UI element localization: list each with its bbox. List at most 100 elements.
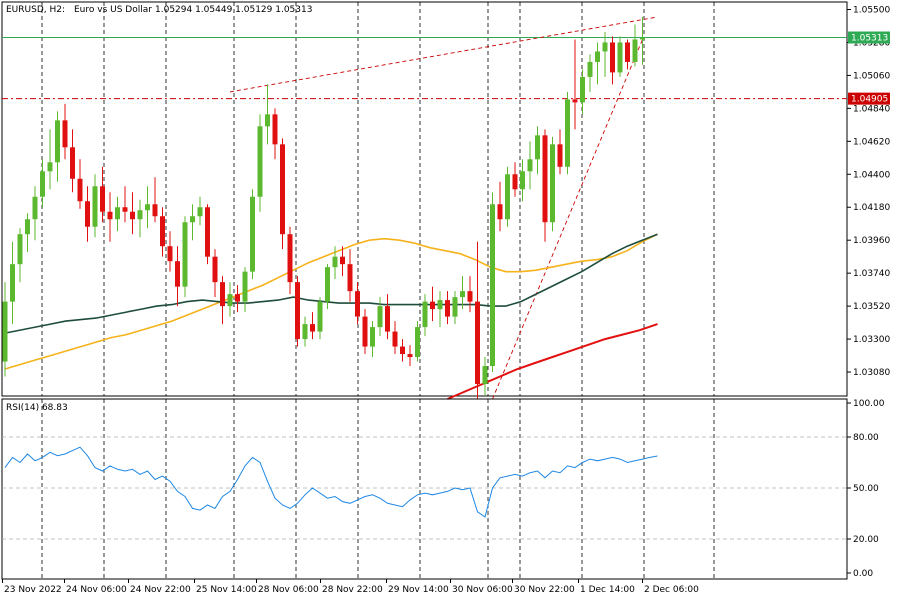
rsi-axis: 100.00 80.00 50.00 20.00 0.00 [2, 399, 885, 579]
price-panel-frame [1, 1, 848, 397]
candle-body [572, 99, 578, 103]
candle-body [437, 300, 443, 310]
candle-body [17, 234, 23, 265]
price-tick-label: 1.05500 [853, 5, 890, 15]
moving-average-line [4, 233, 658, 370]
candle-body [355, 291, 360, 317]
candlestick-series [2, 16, 645, 399]
candle-body [527, 159, 533, 172]
price-tags: 1.05313 1.04905 [848, 31, 890, 105]
candle-body [235, 294, 240, 302]
candle-body [407, 354, 413, 358]
candle-body [415, 327, 420, 358]
rsi-panel-frame [1, 398, 848, 580]
symbol-title: EURUSD, H2: [6, 5, 65, 15]
price-tick-label: 1.03520 [853, 302, 890, 312]
candle-body [2, 301, 8, 362]
candle-body [587, 61, 593, 77]
candle-body [550, 144, 555, 223]
candle-body [122, 207, 128, 212]
candle-body [392, 331, 398, 347]
candle-body [377, 306, 383, 328]
rsi-tick-label: 100.00 [853, 399, 885, 409]
price-tag-label: 1.04905 [851, 95, 888, 105]
price-tag [848, 31, 890, 44]
time-axis: 23 Nov 2022 24 Nov 06:00 24 Nov 22:00 25 No… [2, 579, 699, 595]
candle-body [542, 135, 548, 223]
candle-body [347, 264, 353, 292]
candle-body [160, 216, 165, 247]
candle-body [115, 207, 120, 220]
ohlc-values: 1.05294 1.05449 1.05129 1.05313 [155, 5, 312, 15]
candle-body [295, 282, 300, 340]
candle-body [632, 39, 638, 62]
candle-body [220, 282, 225, 307]
candle-body [100, 186, 105, 212]
candle-body [92, 186, 98, 227]
trendline[interactable] [492, 39, 643, 400]
candle-body [535, 135, 540, 160]
candle-body [370, 327, 375, 347]
candle-body [400, 346, 405, 355]
candle-body [302, 324, 308, 340]
candle-body [257, 126, 263, 197]
candle-body [580, 76, 585, 103]
price-tick-label: 1.03740 [853, 269, 890, 279]
candle-body [602, 42, 608, 52]
candle-body [47, 162, 53, 172]
rsi-title: RSI(14) 68.83 [6, 403, 68, 413]
time-label: 25 Nov 14:00 [196, 585, 257, 595]
candle-body [197, 207, 203, 217]
candle-body [490, 204, 495, 367]
candle-body [10, 264, 15, 302]
trendlines[interactable] [229, 16, 658, 400]
candle-body [452, 297, 458, 317]
candle-body [182, 222, 188, 287]
price-levels [2, 37, 847, 100]
candle-body [362, 316, 368, 347]
time-label: 23 Nov 2022 [4, 585, 62, 595]
price-tick-label: 1.04840 [853, 104, 890, 114]
price-tick-label: 1.03960 [853, 236, 890, 246]
moving-average-line [4, 233, 658, 334]
candle-body [385, 306, 390, 332]
candle-body [25, 219, 30, 235]
price-tick-label: 1.05060 [853, 71, 890, 81]
candle-body [167, 246, 173, 262]
candle-body [152, 204, 158, 217]
time-label: 1 Dec 14:00 [580, 585, 635, 595]
candle-body [287, 234, 293, 283]
candle-body [482, 366, 488, 385]
candle-body [460, 291, 465, 298]
candle-body [430, 301, 435, 310]
candle-body [227, 294, 233, 307]
vertical-gridlines [41, 2, 715, 579]
candle-body [505, 174, 510, 220]
candle-body [130, 211, 135, 220]
candle-body [640, 37, 645, 40]
candle-body [137, 210, 143, 220]
candle-body [205, 207, 210, 257]
time-label: 29 Nov 14:00 [388, 585, 449, 595]
symbol-description: Euro vs US Dollar [74, 5, 152, 15]
rsi-tick-label: 0.00 [853, 569, 873, 579]
price-tick-label: 1.04400 [853, 170, 890, 180]
candle-body [62, 120, 68, 148]
candle-body [565, 99, 570, 167]
candle-body [617, 42, 623, 73]
price-tag [848, 92, 890, 105]
candle-body [107, 211, 113, 220]
trendline[interactable] [229, 16, 658, 93]
price-tag-label: 1.05313 [851, 34, 888, 44]
candle-body [557, 144, 563, 167]
candle-body [55, 120, 60, 163]
candle-body [280, 144, 285, 235]
time-label: 2 Dec 06:00 [644, 585, 699, 595]
candle-body [610, 42, 615, 73]
candle-body [145, 204, 150, 211]
candle-body [595, 51, 600, 62]
candle-body [332, 256, 338, 268]
rsi-tick-label: 50.00 [853, 484, 879, 494]
candle-body [325, 267, 330, 302]
